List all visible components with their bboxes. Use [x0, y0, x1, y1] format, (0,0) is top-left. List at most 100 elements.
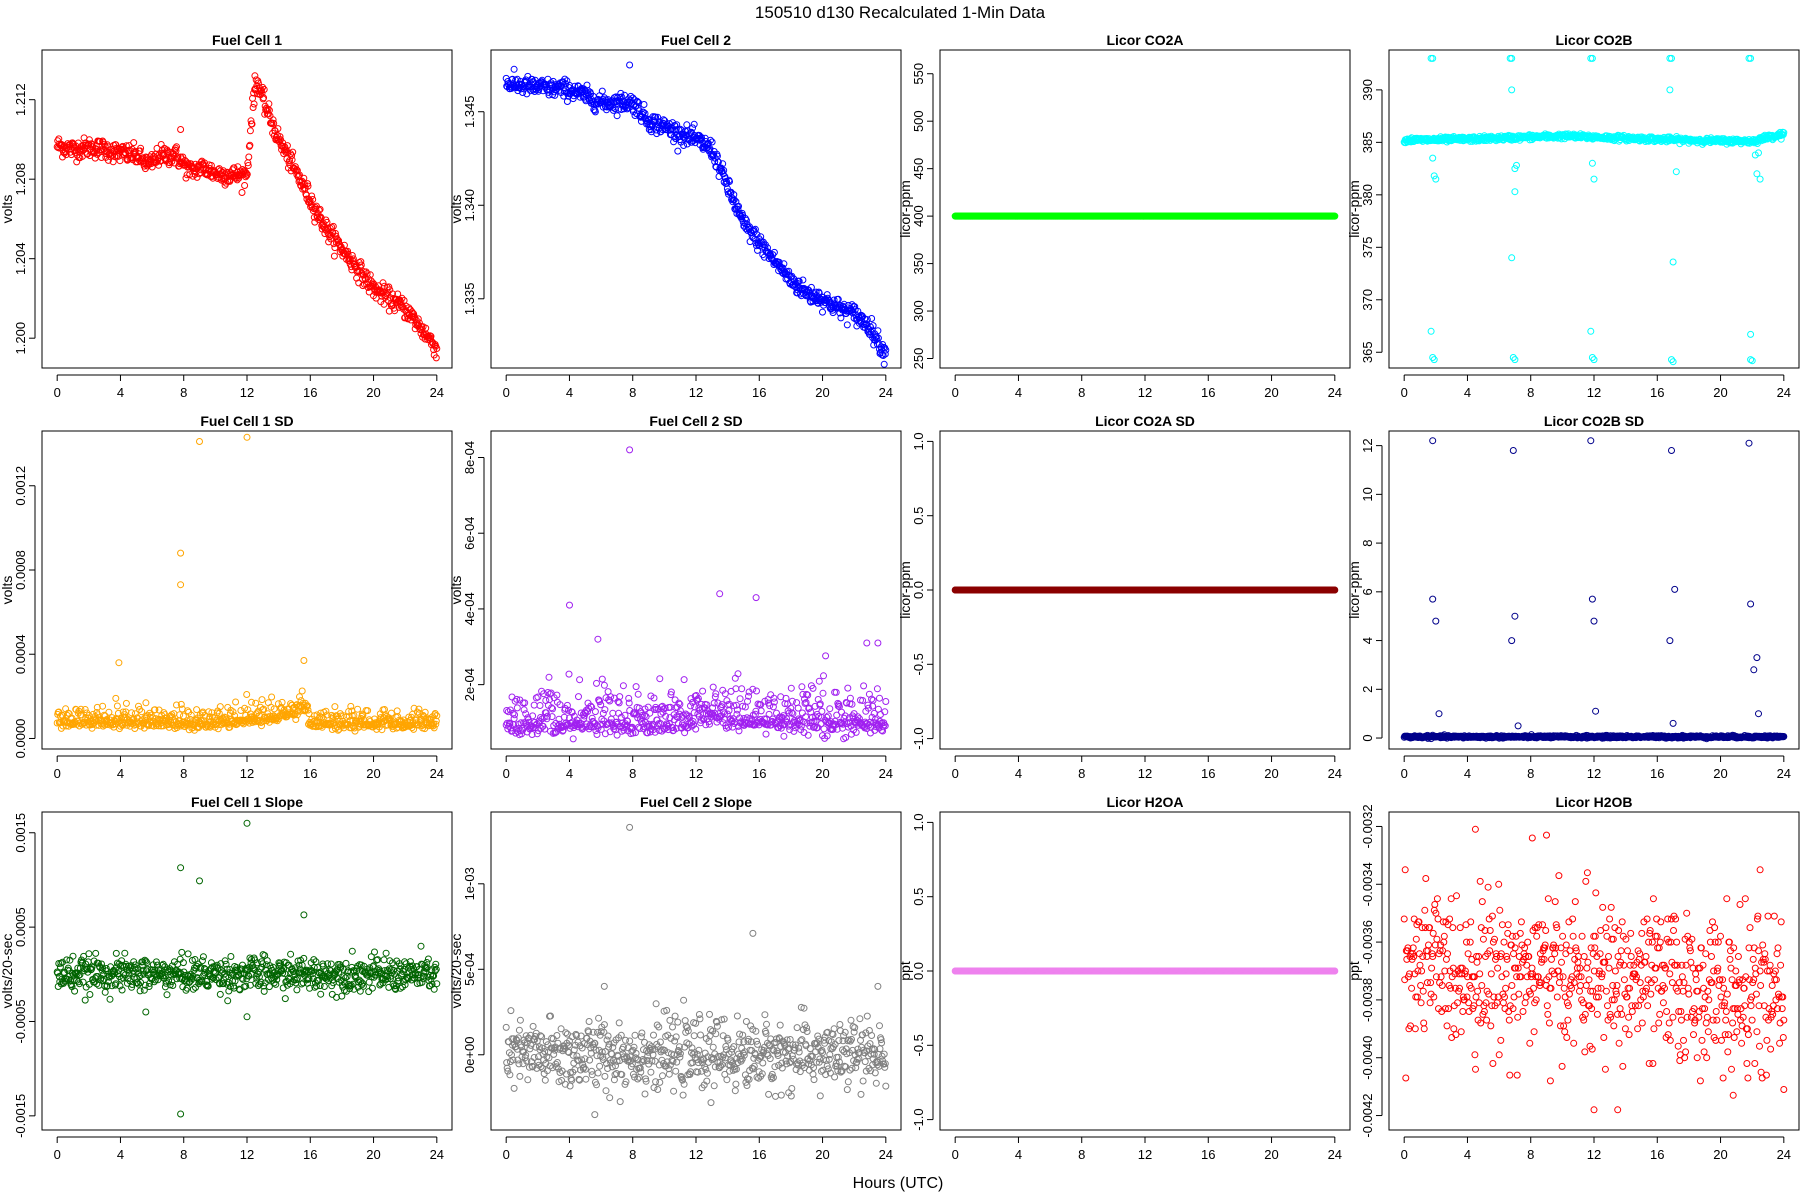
x-tick-label: 24 — [1328, 385, 1342, 400]
data-point — [530, 701, 538, 709]
data-point — [545, 673, 553, 681]
y-tick-label: 400 — [911, 205, 926, 227]
data-point — [177, 581, 185, 589]
data-point — [640, 101, 648, 108]
data-point — [264, 699, 272, 707]
data-point — [820, 725, 828, 733]
data-point — [270, 119, 278, 127]
data-point — [882, 346, 890, 354]
data-points — [502, 61, 890, 368]
x-tick-label: 4 — [1015, 385, 1022, 400]
panel-title: Licor CO2A SD — [1095, 413, 1195, 429]
data-point — [520, 706, 528, 714]
data-point — [753, 231, 761, 239]
data-point — [571, 82, 579, 90]
x-tick-label: 4 — [117, 385, 124, 400]
data-point — [826, 705, 834, 713]
data-point — [288, 152, 296, 160]
panel-fc2sd: Fuel Cell 2 SD0 4 8 12 16 20 242e-044e-046e-04… — [448, 413, 902, 781]
panel-title: Licor CO2A — [1106, 32, 1183, 48]
data-point — [576, 676, 584, 684]
y-tick-label: 0.0000 — [13, 719, 28, 759]
data-points — [502, 446, 890, 743]
x-tick-label: 24 — [1777, 385, 1791, 400]
data-point — [780, 732, 788, 740]
data-point — [591, 708, 599, 716]
x-tick-label: 8 — [629, 385, 636, 400]
data-point — [818, 707, 826, 715]
data-point — [276, 133, 284, 141]
data-point — [873, 685, 881, 693]
data-point — [591, 108, 599, 116]
data-point — [575, 693, 582, 701]
data-point — [842, 734, 850, 741]
x-tick-label: 8 — [180, 385, 187, 400]
data-point — [674, 147, 682, 155]
data-point — [680, 142, 688, 149]
y-tick-label: 375 — [1360, 236, 1375, 258]
data-point — [860, 682, 868, 690]
data-point — [148, 163, 156, 171]
x-tick-label: 0 — [54, 385, 61, 400]
data-point — [680, 676, 688, 684]
data-point — [245, 153, 253, 161]
data-point — [601, 706, 609, 714]
data-point — [869, 322, 877, 330]
data-point — [357, 258, 365, 266]
data-point — [1587, 327, 1595, 335]
data-point — [122, 699, 130, 707]
data-point — [762, 730, 770, 738]
data-point — [81, 706, 89, 713]
data-point — [734, 670, 742, 678]
data-point — [309, 196, 317, 203]
data-point — [609, 106, 617, 114]
data-point — [880, 360, 888, 368]
data-point — [112, 694, 120, 702]
data-point — [354, 705, 362, 713]
y-tick-label: 370 — [1360, 289, 1375, 311]
y-tick-label: 1.345 — [462, 95, 477, 128]
panel-title: Fuel Cell 2 — [661, 32, 731, 48]
data-point — [512, 76, 520, 84]
data-point — [843, 321, 851, 329]
data-point — [348, 252, 356, 259]
y-axis-label: volts — [0, 195, 15, 224]
data-point — [623, 105, 631, 113]
data-point — [259, 83, 267, 91]
data-point — [716, 590, 724, 598]
data-point — [238, 189, 246, 196]
y-axis-label: volts — [448, 195, 464, 224]
data-point — [329, 222, 337, 230]
data-point — [340, 241, 348, 249]
data-point — [672, 126, 680, 134]
data-point — [683, 121, 691, 129]
data-point — [182, 174, 190, 182]
x-axis: 0 4 8 12 16 20 24 — [1401, 374, 1791, 400]
x-tick-label: 0 — [54, 766, 61, 781]
data-point — [689, 124, 697, 132]
x-tick-label: 0 — [503, 766, 510, 781]
data-point — [600, 94, 608, 102]
data-point — [882, 698, 890, 705]
x-tick-label: 12 — [689, 385, 703, 400]
y-tick-label: 250 — [911, 348, 926, 370]
panel-title: Licor CO2B — [1555, 32, 1632, 48]
data-point — [1748, 357, 1756, 365]
x-tick-label: 20 — [815, 385, 829, 400]
plot-frame — [41, 49, 453, 369]
data-point — [707, 136, 714, 144]
data-point — [795, 277, 803, 285]
data-point — [593, 679, 600, 687]
data-point — [433, 345, 441, 352]
x-tick-label: 16 — [752, 385, 766, 400]
data-point — [563, 98, 571, 105]
data-point — [633, 97, 641, 105]
data-point — [291, 163, 299, 171]
data-point — [308, 192, 316, 200]
data-point — [316, 205, 324, 213]
x-tick-label: 16 — [1650, 385, 1664, 400]
data-point — [264, 110, 272, 118]
data-point — [241, 182, 249, 189]
